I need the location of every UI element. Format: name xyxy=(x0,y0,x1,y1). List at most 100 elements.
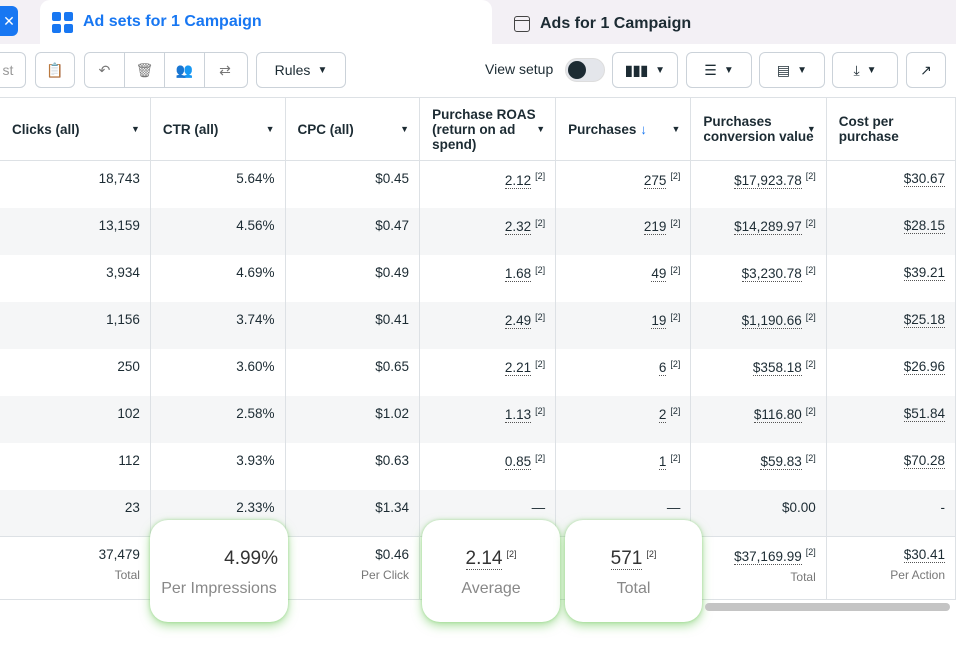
tab-label: Ads for 1 Campaign xyxy=(540,15,692,32)
columns-button[interactable]: ▮▮▮ ▼ xyxy=(612,52,678,88)
table-row[interactable]: 112 3.93% $0.63 0.85 [2] 1 [2] $59.83 [2] $70.28 xyxy=(0,442,956,490)
table-cell: 2 [2] xyxy=(555,395,692,443)
horizontal-scrollbar[interactable] xyxy=(705,603,950,611)
sort-arrow-icon: ↓ xyxy=(640,121,647,137)
table-cell: $39.21 xyxy=(826,254,956,302)
clipboard-icon: 📋 xyxy=(46,61,64,78)
clipboard-button[interactable]: 📋 xyxy=(35,52,75,88)
rules-button[interactable]: Rules ▼ xyxy=(256,52,346,88)
caret-down-icon: ▼ xyxy=(806,124,816,134)
column-header[interactable]: Clicks (all) ▼ xyxy=(0,97,151,161)
export-button[interactable]: ⤓ ▼ xyxy=(832,52,898,88)
table-cell: 1.68 [2] xyxy=(419,254,557,302)
download-icon: ⤓ xyxy=(853,61,860,78)
table-cell: - xyxy=(826,489,956,537)
total-cell: $0.46 Per Click xyxy=(285,536,421,600)
close-icon[interactable]: ✕ xyxy=(0,6,18,36)
table-cell: $358.18 [2] xyxy=(690,348,827,396)
table-cell: 1,156 xyxy=(0,301,151,349)
column-header[interactable]: Purchases conversion value ▼ xyxy=(690,97,827,161)
compare-button[interactable]: ⇄ xyxy=(219,61,231,78)
table-cell: $25.18 xyxy=(826,301,956,349)
table-cell: 2.21 [2] xyxy=(419,348,557,396)
undo-button[interactable]: ↶ xyxy=(85,53,125,87)
table-cell: 2.58% xyxy=(150,395,286,443)
highlight-card-ctr: 4.99% Per Impressions xyxy=(150,520,288,622)
table-cell: $1.02 xyxy=(285,395,421,443)
table-cell: 23 xyxy=(0,489,151,537)
table-cell: $26.96 xyxy=(826,348,956,396)
total-cell: $30.41 Per Action xyxy=(826,536,956,600)
table-cell: 6 [2] xyxy=(555,348,692,396)
window-icon xyxy=(514,16,530,32)
table-cell: 2.12 [2] xyxy=(419,160,557,208)
table-cell: 3,934 xyxy=(0,254,151,302)
breakdown-button[interactable]: ☰ ▼ xyxy=(686,52,752,88)
columns-icon: ▮▮▮ xyxy=(624,61,649,78)
reports-icon: ▤ xyxy=(776,61,791,78)
caret-down-icon: ▼ xyxy=(671,124,681,134)
table-cell: 5.64% xyxy=(150,160,286,208)
ad-sets-table: Clicks (all) ▼ CTR (all) ▼ CPC (all) ▼ Purchas… xyxy=(0,97,956,600)
caret-down-icon: ▼ xyxy=(317,64,328,76)
table-cell: $0.41 xyxy=(285,301,421,349)
column-header[interactable]: Purchases ↓ ▼ xyxy=(555,97,692,161)
highlight-card-purchases: 571 [2] Total xyxy=(565,520,702,622)
column-header[interactable]: CPC (all) ▼ xyxy=(285,97,421,161)
total-cell: $37,169.99 [2] Total xyxy=(690,536,827,600)
caret-down-icon: ▼ xyxy=(265,124,275,134)
table-row[interactable]: 3,934 4.69% $0.49 1.68 [2] 49 [2] $3,230.78 [2] $… xyxy=(0,254,956,302)
toolbar: st 📋 ↶ 🗑 👥 ⇄ Rules ▼ View setup ▮▮▮ ▼ ☰ ▼ ▤… xyxy=(0,52,956,88)
column-header[interactable]: CTR (all) ▼ xyxy=(150,97,286,161)
caret-down-icon: ▼ xyxy=(536,124,546,134)
tab-ad-sets[interactable]: Ad sets for 1 Campaign xyxy=(40,0,492,44)
reports-button[interactable]: ▤ ▼ xyxy=(759,52,825,88)
table-cell: $17,923.78 [2] xyxy=(690,160,827,208)
table-cell: 19 [2] xyxy=(555,301,692,349)
table-row[interactable]: 18,743 5.64% $0.45 2.12 [2] 275 [2] $17,923.78[… xyxy=(0,160,956,208)
table-row[interactable]: 250 3.60% $0.65 2.21 [2] 6 [2] $358.18 [2] $26.96 xyxy=(0,348,956,396)
partial-button[interactable]: st xyxy=(0,52,26,88)
table-cell: $116.80 [2] xyxy=(690,395,827,443)
table-cell: $0.65 xyxy=(285,348,421,396)
table-cell: 3.93% xyxy=(150,442,286,490)
table-cell: 219 [2] xyxy=(555,207,692,255)
table-cell: 4.56% xyxy=(150,207,286,255)
edit-actions: ↶ 🗑 👥 ⇄ xyxy=(84,52,248,88)
table-cell: $0.00 xyxy=(690,489,827,537)
table-row[interactable]: 13,159 4.56% $0.47 2.32 [2] 219 [2] $14,289.97[… xyxy=(0,207,956,255)
table-cell: 3.74% xyxy=(150,301,286,349)
table-cell: 4.69% xyxy=(150,254,286,302)
table-cell: $28.15 xyxy=(826,207,956,255)
grid-icon xyxy=(52,11,73,33)
table-cell: $3,230.78 [2] xyxy=(690,254,827,302)
chart-button[interactable]: ↗ xyxy=(906,52,946,88)
highlight-card-roas: 2.14 [2] Average xyxy=(422,520,560,622)
table-cell: 0.85 [2] xyxy=(419,442,557,490)
table-cell: 1 [2] xyxy=(555,442,692,490)
table-cell: $51.84 xyxy=(826,395,956,443)
table-cell: $30.67 xyxy=(826,160,956,208)
table-row[interactable]: 1,156 3.74% $0.41 2.49 [2] 19 [2] $1,190.66 [2] $… xyxy=(0,301,956,349)
column-header[interactable]: Cost per purchase xyxy=(826,97,956,161)
table-cell: $0.45 xyxy=(285,160,421,208)
table-cell: 102 xyxy=(0,395,151,443)
view-setup-toggle[interactable] xyxy=(565,58,605,82)
tab-bar: ✕ Ad sets for 1 Campaign Ads for 1 Campa… xyxy=(0,0,956,44)
tab-label: Ad sets for 1 Campaign xyxy=(83,13,262,30)
table-cell: $0.49 xyxy=(285,254,421,302)
table-cell: 2.32 [2] xyxy=(419,207,557,255)
table-cell: 3.60% xyxy=(150,348,286,396)
total-cell: 37,479 Total xyxy=(0,536,151,600)
table-cell: $1,190.66 [2] xyxy=(690,301,827,349)
people-button[interactable]: 👥 xyxy=(165,53,205,87)
table-cell: $1.34 xyxy=(285,489,421,537)
breakdown-icon: ☰ xyxy=(704,61,717,78)
column-header[interactable]: Purchase ROAS (return on ad spend) ▼ xyxy=(419,97,557,161)
delete-button[interactable]: 🗑 xyxy=(125,53,165,87)
table-cell: 112 xyxy=(0,442,151,490)
table-cell: $14,289.97 [2] xyxy=(690,207,827,255)
table-row[interactable]: 102 2.58% $1.02 1.13 [2] 2 [2] $116.80 [2] $51.84 xyxy=(0,395,956,443)
table-cell: 49 [2] xyxy=(555,254,692,302)
tab-ads[interactable]: Ads for 1 Campaign xyxy=(500,4,956,44)
